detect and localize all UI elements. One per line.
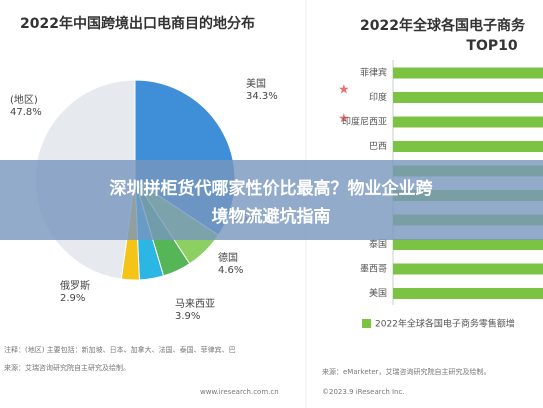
slice-label: 3.9%	[175, 311, 200, 322]
bar-source: 来源：eMarketer，艾瑞咨询研究院自主研究及绘制。	[322, 367, 491, 376]
legend-swatch	[362, 319, 371, 328]
bar	[393, 67, 543, 79]
overlay-title-line1: 深圳拼柜货代哪家性价比最高？物业企业跨	[110, 178, 434, 199]
star-icon: ★	[338, 112, 350, 127]
bar	[393, 116, 543, 128]
y-tick-label: 泰国	[369, 238, 387, 250]
bar-title: 2022年全球各国电子商务	[360, 17, 526, 34]
bar	[393, 263, 543, 275]
bar	[393, 92, 543, 103]
overlay-title-line2: 境物流避坑指南	[212, 206, 331, 227]
slice-label: 34.3%	[246, 91, 278, 102]
slice-name: 美国	[246, 77, 266, 90]
pie-title: 2022年中国跨境出口电商目的地分布	[20, 15, 255, 32]
bar	[393, 288, 543, 299]
pie-source: 来源：艾瑞咨询研究院自主研究及绘制。	[4, 363, 130, 372]
y-tick-label: 巴西	[369, 141, 387, 152]
y-tick-label: 菲律宾	[360, 67, 387, 79]
bar-copyright: ©2023.9 iResearch Inc.	[322, 388, 405, 396]
title-banner	[0, 160, 543, 240]
y-tick-label: 美国	[369, 287, 387, 299]
legend-label: 2022年全球各国电子商务零售额增	[375, 318, 515, 330]
star-icon: ★	[338, 83, 350, 98]
y-tick-label: 印度尼西亚	[342, 116, 387, 128]
slice-name: 德国	[218, 251, 238, 264]
pie-site: www.iresearch.com.cn	[200, 388, 279, 396]
slice-label: 2.9%	[60, 293, 85, 304]
bar	[393, 141, 543, 152]
slice-label: 4.6%	[218, 265, 243, 276]
y-tick-label: 印度	[369, 91, 387, 103]
pie-note: 注释：(地区) 主要包括：新加坡、日本、加拿大、法国、泰国、菲律宾、巴	[4, 345, 236, 354]
slice-label: 47.8%	[10, 107, 42, 118]
bar	[393, 239, 543, 250]
slice-name: 俄罗斯	[60, 279, 90, 292]
y-tick-label: 墨西哥	[360, 264, 387, 275]
slice-name: (地区)	[10, 93, 38, 106]
slice-name: 马来西亚	[175, 298, 215, 310]
bar-subtitle: TOP10	[466, 38, 517, 54]
